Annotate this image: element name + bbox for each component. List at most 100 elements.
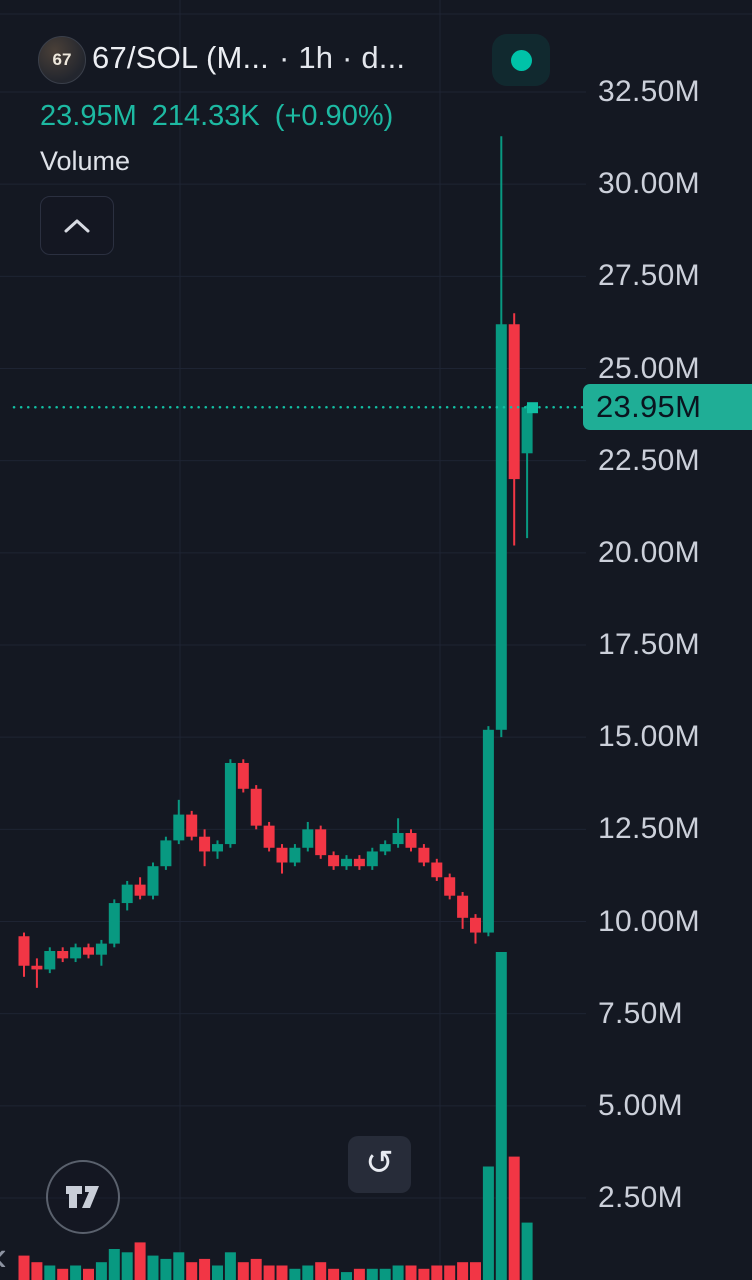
candle-body xyxy=(44,950,56,970)
volume-bar xyxy=(134,1242,146,1280)
live-status-indicator[interactable] xyxy=(492,34,550,86)
volume-bar xyxy=(470,1262,481,1280)
interval-label: · 1h · d... xyxy=(278,40,406,75)
candle-body xyxy=(508,324,520,480)
candle-body xyxy=(444,877,456,896)
volume-bar xyxy=(392,1265,404,1280)
volume-bar xyxy=(44,1265,56,1280)
candle-body xyxy=(289,847,301,863)
volume-bar xyxy=(366,1268,378,1280)
candle-body xyxy=(224,762,236,845)
candle-body xyxy=(431,862,443,878)
candle-body xyxy=(186,814,198,837)
volume-bar xyxy=(57,1268,69,1280)
symbol-avatar[interactable]: 67 xyxy=(38,36,86,84)
tradingview-logo-icon xyxy=(66,1186,99,1208)
last-price-marker xyxy=(527,402,538,414)
y-axis-label: 17.50M xyxy=(598,628,700,661)
volume-bar xyxy=(328,1268,340,1280)
volume-bar xyxy=(276,1265,288,1280)
candle-body xyxy=(57,950,69,959)
candle-body xyxy=(315,829,327,856)
chart-title[interactable]: 67/SOL (M... · 1h · d... xyxy=(92,40,405,76)
chevron-up-icon xyxy=(64,219,90,232)
candle-body xyxy=(95,943,107,955)
volume-bar xyxy=(521,1222,533,1280)
volume-bar xyxy=(405,1265,417,1280)
reset-chart-button[interactable]: ↺ xyxy=(348,1136,411,1193)
candle-body xyxy=(392,833,404,845)
candle-body xyxy=(83,947,94,955)
y-axis-label: 22.50M xyxy=(598,443,700,477)
candle-body xyxy=(199,836,211,852)
volume-bar xyxy=(237,1262,249,1280)
price-axis[interactable]: 32.50M 30.00M 27.50M 25.00M 22.50M 20.00M 17.5… xyxy=(586,0,752,1280)
volume-bar xyxy=(83,1268,94,1280)
candle-body xyxy=(405,833,417,848)
volume-bar xyxy=(224,1252,236,1280)
candle-body xyxy=(457,895,469,918)
candle-body xyxy=(237,762,249,789)
candle-body xyxy=(70,947,82,959)
candle-body xyxy=(495,324,507,730)
symbol-avatar-label: 67 xyxy=(52,50,72,69)
candle-body xyxy=(328,855,340,867)
y-axis-label: 32.50M xyxy=(598,75,700,108)
collapse-legend-button[interactable] xyxy=(40,196,114,255)
last-price: 23.95M xyxy=(40,100,137,132)
volume-bar xyxy=(495,952,507,1280)
volume-bar xyxy=(315,1262,327,1280)
volume-bar xyxy=(289,1268,301,1280)
candle-body xyxy=(418,847,430,863)
volume-bar xyxy=(250,1258,262,1280)
y-axis-label: 5.00M xyxy=(598,1088,683,1122)
volume-bar xyxy=(341,1272,352,1280)
current-price-badge: 23.95M xyxy=(583,384,752,431)
volume-bar xyxy=(70,1265,82,1280)
candle-body xyxy=(482,729,494,933)
tradingview-logo[interactable] xyxy=(46,1160,120,1234)
candle-body xyxy=(366,851,378,867)
volume-bar xyxy=(263,1265,275,1280)
volume-bar xyxy=(457,1262,469,1280)
live-status-icon xyxy=(510,49,532,71)
symbol-title: 67/SOL (M... xyxy=(92,40,269,75)
volume-bar xyxy=(108,1249,120,1280)
volume-bar xyxy=(444,1265,456,1280)
volume-bar xyxy=(95,1262,107,1280)
candle-body xyxy=(108,903,120,944)
volume-bar xyxy=(212,1265,223,1280)
candle-body xyxy=(379,844,391,852)
volume-bar xyxy=(18,1255,30,1280)
candle-body xyxy=(134,884,146,896)
volume-indicator-label: Volume xyxy=(40,146,131,176)
candle-body xyxy=(212,844,223,852)
candle-body xyxy=(173,814,185,841)
volume-bar xyxy=(418,1268,430,1280)
y-axis-label: 10.00M xyxy=(598,904,700,938)
y-axis-label: 15.00M xyxy=(598,720,700,754)
candle-body xyxy=(263,825,275,848)
volume-bar xyxy=(379,1268,391,1280)
candle-body xyxy=(250,788,262,826)
back-chevron-icon[interactable]: ‹ xyxy=(0,1232,7,1280)
volume-bar xyxy=(431,1265,443,1280)
volume-bar xyxy=(173,1252,185,1280)
price-change-abs: 214.33K xyxy=(151,100,260,132)
y-axis-label: 25.00M xyxy=(598,351,700,385)
candle-body xyxy=(18,936,30,966)
volume-bar xyxy=(508,1156,520,1280)
refresh-icon: ↺ xyxy=(365,1143,394,1182)
candle-body xyxy=(147,866,159,896)
candle-body xyxy=(302,829,314,848)
y-axis-label: 27.50M xyxy=(598,259,700,293)
volume-bar xyxy=(31,1262,43,1280)
volume-bar xyxy=(199,1258,211,1280)
y-axis-label: 2.50M xyxy=(598,1181,683,1214)
volume-bar xyxy=(121,1252,133,1280)
volume-bar xyxy=(160,1258,172,1280)
y-axis-label: 7.50M xyxy=(598,996,683,1030)
candle-body xyxy=(121,884,133,904)
